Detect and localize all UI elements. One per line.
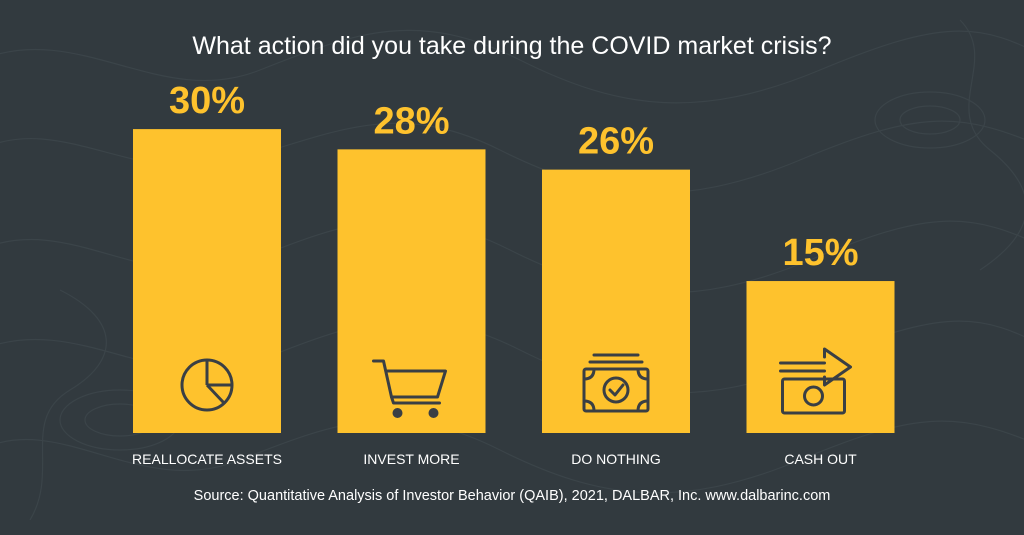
bar: [746, 281, 895, 433]
pie-chart-icon: [180, 358, 234, 412]
category-label: CASH OUT: [784, 451, 857, 467]
category-label: REALLOCATE ASSETS: [132, 451, 282, 467]
bar-group: 15% CASH OUT: [746, 232, 895, 467]
value-label: 26%: [578, 121, 654, 163]
bar-group: 28% INVEST MORE: [337, 100, 486, 467]
bar-group: 26% DO NOTHING: [542, 121, 690, 467]
category-label: INVEST MORE: [363, 451, 459, 467]
bars: 30% REALLOCATE ASSETS 28% INVEST MORE 26% DO …: [132, 80, 895, 467]
cash-out-icon: [779, 347, 852, 415]
bar: [133, 129, 281, 433]
chart-title: What action did you take during the COVI…: [192, 32, 831, 60]
money-check-icon: [582, 353, 650, 413]
value-label: 30%: [169, 80, 245, 122]
source-note: Source: Quantitative Analysis of Investo…: [194, 488, 831, 504]
bar: [542, 169, 690, 433]
bar: [337, 149, 486, 434]
shopping-cart-icon: [372, 359, 447, 418]
value-label: 15%: [782, 232, 858, 274]
bar-group: 30% REALLOCATE ASSETS: [132, 80, 282, 467]
value-label: 28%: [373, 100, 449, 142]
category-label: DO NOTHING: [571, 451, 660, 467]
